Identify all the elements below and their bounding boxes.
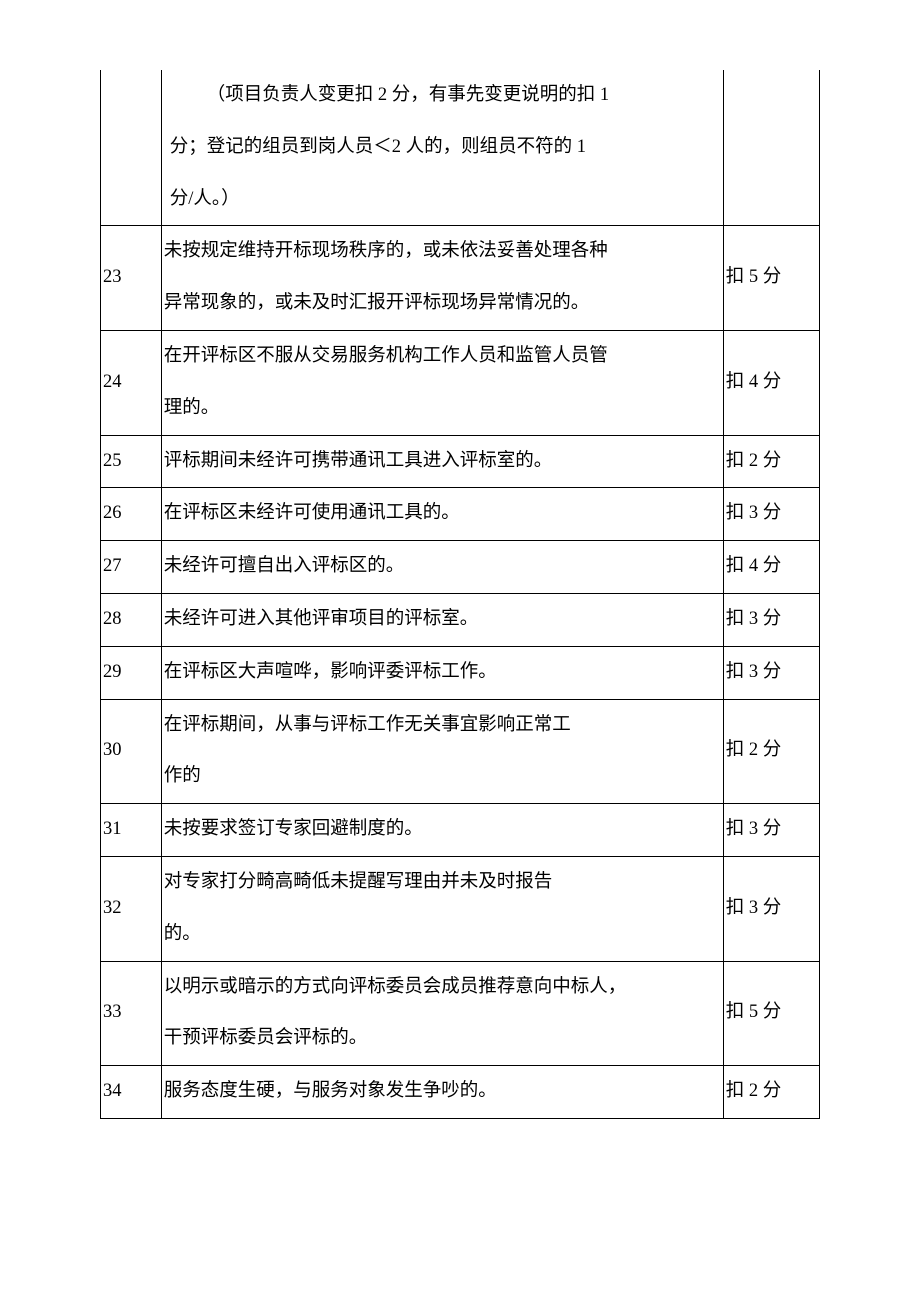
description-line: 在开评标区不服从交易服务机构工作人员和监管人员管 — [164, 331, 721, 383]
row-description: 服务态度生硬，与服务对象发生争吵的。 — [161, 1066, 723, 1119]
table-row: 30在评标期间，从事与评标工作无关事宜影响正常工作的扣 2 分 — [101, 699, 820, 804]
row-score: 扣 5 分 — [723, 226, 819, 331]
description-line: （项目负责人变更扣 2 分，有事先变更说明的扣 1 — [170, 70, 715, 122]
table-row: 31未按要求签订专家回避制度的。扣 3 分 — [101, 804, 820, 857]
row-description: 未经许可进入其他评审项目的评标室。 — [161, 593, 723, 646]
row-number: 25 — [101, 435, 162, 488]
row-description: 未经许可擅自出入评标区的。 — [161, 541, 723, 594]
row-score: 扣 2 分 — [723, 1066, 819, 1119]
description-line: 在评标期间，从事与评标工作无关事宜影响正常工 — [164, 700, 721, 752]
table-row: 26在评标区未经许可使用通讯工具的。扣 3 分 — [101, 488, 820, 541]
description-line: 未按规定维持开标现场秩序的，或未依法妥善处理各种 — [164, 226, 721, 278]
row-number: 26 — [101, 488, 162, 541]
row-score: 扣 5 分 — [723, 961, 819, 1066]
table-row: 33以明示或暗示的方式向评标委员会成员推荐意向中标人，干预评标委员会评标的。扣 … — [101, 961, 820, 1066]
table-row: （项目负责人变更扣 2 分，有事先变更说明的扣 1分；登记的组员到岗人员＜2 人… — [101, 70, 820, 226]
row-description: 未按规定维持开标现场秩序的，或未依法妥善处理各种异常现象的，或未及时汇报开评标现… — [161, 226, 723, 331]
description-line: 以明示或暗示的方式向评标委员会成员推荐意向中标人， — [164, 962, 721, 1014]
row-score: 扣 3 分 — [723, 804, 819, 857]
row-description: 在评标区未经许可使用通讯工具的。 — [161, 488, 723, 541]
row-score: 扣 4 分 — [723, 541, 819, 594]
row-score: 扣 2 分 — [723, 435, 819, 488]
table-row: 25评标期间未经许可携带通讯工具进入评标室的。扣 2 分 — [101, 435, 820, 488]
table-row: 29在评标区大声喧哗，影响评委评标工作。扣 3 分 — [101, 646, 820, 699]
table-row: 34服务态度生硬，与服务对象发生争吵的。扣 2 分 — [101, 1066, 820, 1119]
row-score: 扣 3 分 — [723, 488, 819, 541]
row-number: 31 — [101, 804, 162, 857]
table-body: （项目负责人变更扣 2 分，有事先变更说明的扣 1分；登记的组员到岗人员＜2 人… — [101, 70, 820, 1118]
row-number: 32 — [101, 856, 162, 961]
row-score: 扣 3 分 — [723, 593, 819, 646]
row-number: 24 — [101, 330, 162, 435]
row-number: 34 — [101, 1066, 162, 1119]
description-line: 作的 — [164, 751, 721, 803]
row-number: 29 — [101, 646, 162, 699]
description-line: 未按要求签订专家回避制度的。 — [164, 804, 721, 856]
deduction-table: （项目负责人变更扣 2 分，有事先变更说明的扣 1分；登记的组员到岗人员＜2 人… — [100, 70, 820, 1119]
description-line: 分/人。） — [170, 174, 715, 226]
row-description: 评标期间未经许可携带通讯工具进入评标室的。 — [161, 435, 723, 488]
row-number: 27 — [101, 541, 162, 594]
row-description: 在评标期间，从事与评标工作无关事宜影响正常工作的 — [161, 699, 723, 804]
row-score: 扣 4 分 — [723, 330, 819, 435]
row-description: 在评标区大声喧哗，影响评委评标工作。 — [161, 646, 723, 699]
description-line: 未经许可进入其他评审项目的评标室。 — [164, 594, 721, 646]
row-description: 未按要求签订专家回避制度的。 — [161, 804, 723, 857]
table-row: 32对专家打分畸高畸低未提醒写理由并未及时报告的。扣 3 分 — [101, 856, 820, 961]
table-row: 27未经许可擅自出入评标区的。扣 4 分 — [101, 541, 820, 594]
description-line: 分；登记的组员到岗人员＜2 人的，则组员不符的 1 — [170, 122, 715, 174]
row-description: 在开评标区不服从交易服务机构工作人员和监管人员管理的。 — [161, 330, 723, 435]
row-number: 33 — [101, 961, 162, 1066]
table-row: 23未按规定维持开标现场秩序的，或未依法妥善处理各种异常现象的，或未及时汇报开评… — [101, 226, 820, 331]
description-line: 服务态度生硬，与服务对象发生争吵的。 — [164, 1066, 721, 1118]
row-score: 扣 2 分 — [723, 699, 819, 804]
description-line: 异常现象的，或未及时汇报开评标现场异常情况的。 — [164, 278, 721, 330]
row-number: 28 — [101, 593, 162, 646]
description-line: 评标期间未经许可携带通讯工具进入评标室的。 — [164, 436, 721, 488]
description-line: 干预评标委员会评标的。 — [164, 1013, 721, 1065]
row-score: 扣 3 分 — [723, 646, 819, 699]
row-number — [101, 70, 162, 226]
description-line: 理的。 — [164, 383, 721, 435]
row-score: 扣 3 分 — [723, 856, 819, 961]
row-score — [723, 70, 819, 226]
table-row: 24在开评标区不服从交易服务机构工作人员和监管人员管理的。扣 4 分 — [101, 330, 820, 435]
description-line: 的。 — [164, 909, 721, 961]
row-description: 以明示或暗示的方式向评标委员会成员推荐意向中标人，干预评标委员会评标的。 — [161, 961, 723, 1066]
description-line: 在评标区未经许可使用通讯工具的。 — [164, 488, 721, 540]
row-description: （项目负责人变更扣 2 分，有事先变更说明的扣 1分；登记的组员到岗人员＜2 人… — [161, 70, 723, 226]
row-number: 30 — [101, 699, 162, 804]
row-number: 23 — [101, 226, 162, 331]
description-line: 未经许可擅自出入评标区的。 — [164, 541, 721, 593]
description-line: 在评标区大声喧哗，影响评委评标工作。 — [164, 647, 721, 699]
description-line: 对专家打分畸高畸低未提醒写理由并未及时报告 — [164, 857, 721, 909]
row-description: 对专家打分畸高畸低未提醒写理由并未及时报告的。 — [161, 856, 723, 961]
table-row: 28未经许可进入其他评审项目的评标室。扣 3 分 — [101, 593, 820, 646]
